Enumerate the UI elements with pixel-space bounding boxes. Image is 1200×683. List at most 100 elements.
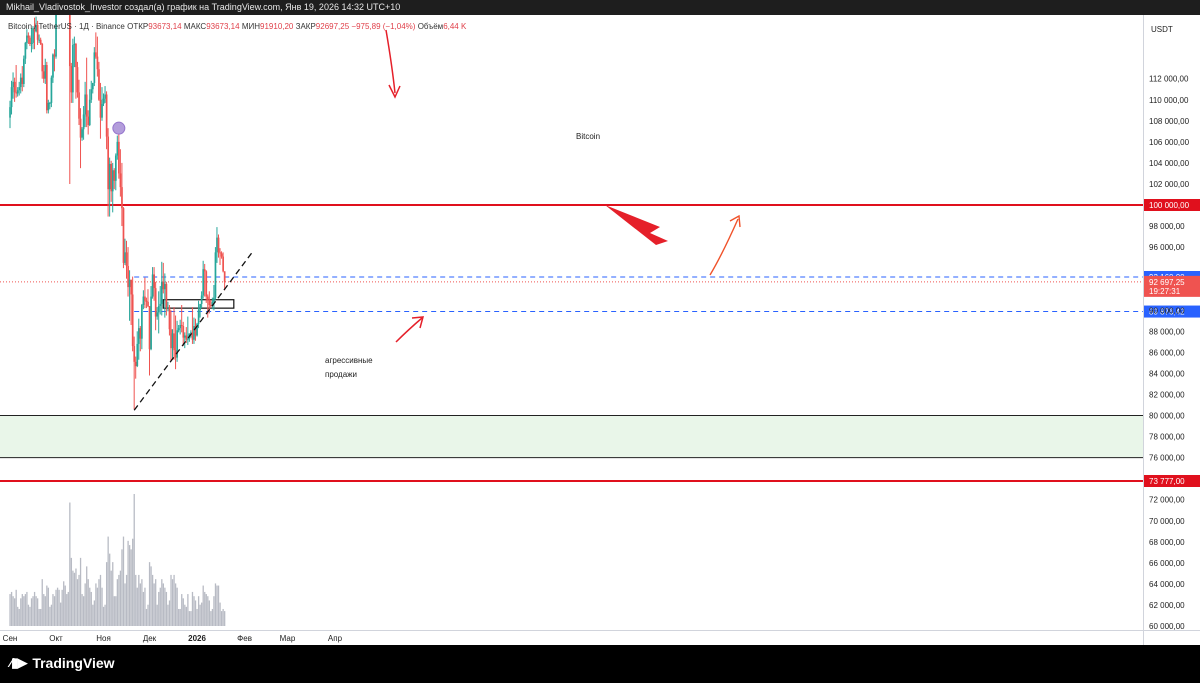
candle-body [214, 252, 217, 298]
volume-bar [53, 596, 56, 626]
price-axis-tick: 104 000,00 [1149, 159, 1190, 168]
volume-bar [110, 570, 112, 626]
price-axis-tick: 96 000,00 [1149, 243, 1185, 252]
candle-body [99, 99, 102, 118]
volume-bar [32, 596, 34, 626]
candle [88, 89, 91, 127]
candle [144, 277, 146, 309]
candle-body [19, 77, 22, 88]
candle-body [111, 170, 114, 192]
candle [90, 80, 93, 103]
level-badge [1144, 305, 1200, 318]
volume-bar [214, 583, 217, 626]
support-zone [0, 415, 1143, 458]
level-badge [1144, 199, 1200, 211]
candle [53, 49, 56, 72]
volume-bar [12, 596, 14, 626]
volume-bar [92, 604, 94, 626]
candle [21, 66, 24, 92]
annotation-arrow-top [385, 29, 396, 94]
ohlc-legend: Bitcoin / TetherUS · 1Д · Binance ОТКР93… [8, 22, 466, 31]
candle-body [193, 326, 195, 340]
volume-bar [141, 579, 143, 626]
legend-volume-label: Объём [417, 22, 444, 31]
volume-bar [104, 604, 106, 626]
annotation-arrow-forecast [709, 218, 739, 276]
volume-bar [89, 587, 91, 626]
selling-label-line2: продажи [325, 370, 357, 379]
candle [16, 87, 19, 97]
candle-body [133, 346, 136, 362]
candle-body [176, 330, 178, 358]
candle-body [136, 343, 139, 367]
volume-bar [30, 598, 33, 626]
volume-bar [216, 585, 218, 626]
selling-label-line1: агрессивные [325, 356, 373, 365]
candle [179, 319, 182, 335]
candle [160, 261, 163, 316]
candle [202, 260, 205, 299]
candle-body [107, 136, 110, 190]
candle-body [21, 77, 24, 84]
volume-bar [185, 606, 187, 626]
candle [9, 100, 11, 129]
candle [93, 47, 96, 87]
candle [199, 303, 201, 318]
candle-body [18, 87, 21, 91]
volume-bar [135, 574, 137, 626]
volume-bar [63, 581, 65, 626]
candle-body [173, 333, 175, 351]
volume-bar [156, 604, 158, 626]
candle-body [134, 361, 137, 367]
candle [194, 318, 197, 341]
candle [151, 267, 154, 299]
price-axis-tick: 108 000,00 [1149, 117, 1190, 126]
volume-bar [55, 589, 57, 626]
candle [187, 316, 189, 345]
volume-bar [147, 604, 149, 626]
candle-body [196, 323, 198, 336]
annotation-arrow-top-head [388, 84, 401, 99]
volume-bar [9, 594, 11, 626]
candle-body [159, 303, 162, 307]
volume-bar [59, 602, 62, 626]
candle-body [76, 67, 79, 93]
candle-body [93, 52, 96, 83]
volume-bar [205, 594, 207, 626]
candle [42, 65, 45, 83]
candle-body [75, 43, 77, 68]
candle [75, 42, 77, 99]
candle-body [10, 87, 13, 108]
candle-body [118, 141, 120, 174]
volume-bar [150, 566, 152, 626]
volume-bar [191, 591, 194, 626]
candle-body [15, 92, 18, 94]
volume-bar [207, 596, 209, 626]
price-axis-tick: 60 000,00 [1149, 622, 1185, 631]
candle-body [108, 163, 111, 190]
candle-body [12, 81, 14, 88]
candle [147, 289, 149, 308]
volume-bar [38, 608, 40, 626]
candle-body [202, 269, 205, 296]
candle-body [114, 155, 117, 181]
candle [78, 79, 80, 126]
candle-body [200, 295, 203, 304]
candle-body [84, 94, 87, 115]
legend-symbol: Bitcoin / TetherUS · 1Д · Binance [8, 22, 125, 31]
candle-body [105, 94, 108, 137]
candle-body [206, 296, 209, 300]
volume-bar [217, 585, 220, 626]
volume-bar [13, 598, 16, 626]
volume-bar [139, 583, 142, 626]
volume-bar [174, 583, 177, 626]
candle [180, 304, 183, 333]
volume-bar [66, 594, 68, 626]
tradingview-logo[interactable]: ⁄▮▶ TradingView [10, 655, 115, 671]
candle [168, 304, 171, 336]
volume-bar [84, 583, 86, 626]
candle [118, 126, 120, 179]
candle [95, 32, 97, 59]
